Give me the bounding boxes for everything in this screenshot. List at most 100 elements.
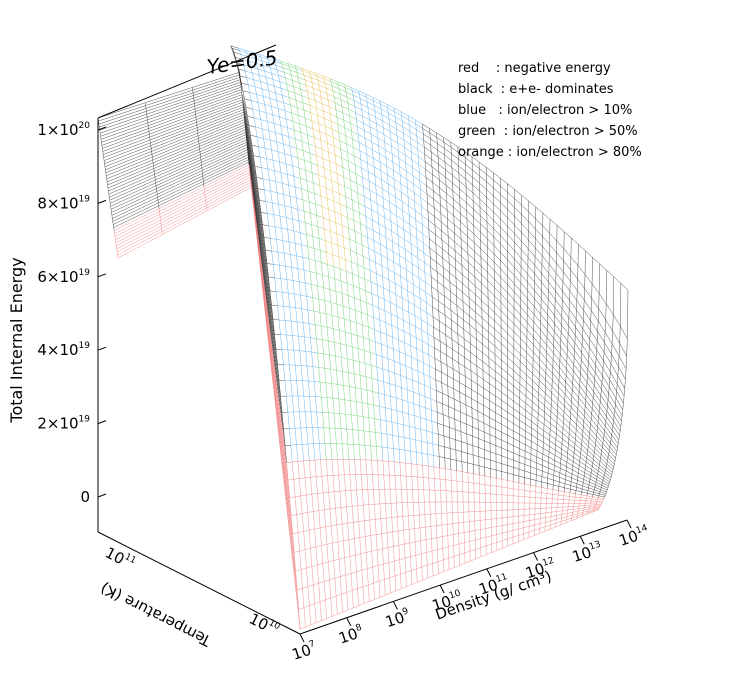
mesh-line [311, 564, 318, 567]
mesh-line [433, 326, 440, 332]
mesh-line [110, 182, 156, 204]
mesh-line [316, 338, 323, 341]
mesh-line [407, 187, 415, 193]
mesh-line [265, 201, 268, 214]
mesh-line [387, 258, 394, 263]
mesh-line [419, 526, 426, 529]
mesh-line [445, 335, 453, 340]
mesh-line [442, 546, 449, 549]
mesh-line [458, 343, 465, 349]
mesh-line [594, 448, 602, 455]
mesh-line [388, 279, 396, 284]
mesh-line [550, 417, 558, 424]
mesh-line [410, 345, 417, 349]
mesh-line [256, 63, 258, 70]
mesh-line [520, 345, 527, 353]
mesh-line [377, 203, 384, 208]
mesh-line [358, 202, 366, 207]
mesh-line [335, 507, 342, 509]
mesh-line [319, 90, 322, 98]
mesh-line [358, 521, 361, 538]
mesh-line [420, 308, 422, 320]
mesh-line [240, 54, 248, 57]
mesh-line [263, 138, 266, 149]
mesh-line [480, 528, 486, 530]
mesh-line [357, 126, 359, 135]
mesh-line [414, 305, 416, 316]
mesh-line [268, 62, 277, 66]
mesh-line [519, 368, 527, 375]
mesh-line [268, 62, 271, 68]
mesh-line [358, 444, 361, 460]
mesh-line [294, 293, 296, 308]
mesh-line [351, 333, 358, 336]
mesh-line [452, 175, 460, 182]
mesh-line [426, 193, 434, 200]
mesh-line [378, 307, 386, 312]
mesh-line [420, 539, 427, 542]
mesh-line [288, 184, 291, 197]
mesh-line [303, 269, 306, 284]
mesh-line [496, 477, 502, 480]
mesh-line [383, 287, 390, 292]
mesh-line [296, 255, 303, 258]
mesh-line [588, 509, 594, 512]
mesh-line [333, 558, 340, 561]
mesh-line [367, 237, 369, 249]
mesh-line [320, 325, 323, 340]
mesh-line [327, 198, 329, 210]
mesh-line [279, 161, 287, 165]
mesh-line [591, 283, 600, 294]
mesh-line [352, 209, 360, 214]
mesh-line [495, 461, 502, 464]
mesh-line [388, 370, 395, 374]
mesh-line [587, 490, 594, 493]
mesh-line [394, 111, 402, 116]
mesh-line [538, 400, 545, 407]
mesh-line [473, 217, 481, 224]
mesh-line [373, 489, 375, 505]
mesh-line [385, 237, 387, 248]
mesh-line [507, 523, 514, 525]
mesh-line [584, 472, 591, 477]
mesh-line [534, 282, 542, 291]
mesh-line [469, 333, 477, 340]
mesh-line [289, 195, 297, 199]
mesh-line [242, 59, 245, 65]
mesh-line [418, 267, 420, 279]
mesh-line [398, 436, 405, 438]
mesh-line [150, 122, 197, 141]
mesh-line [554, 460, 561, 464]
mesh-line [500, 227, 508, 235]
mesh-line [433, 455, 440, 457]
mesh-line [286, 279, 289, 294]
mesh-line [320, 195, 328, 199]
mesh-line [446, 355, 453, 360]
mesh-line [392, 241, 394, 252]
mesh-line [430, 514, 432, 527]
mesh-line [560, 339, 568, 349]
mesh-line [338, 84, 346, 88]
mesh-line [430, 151, 439, 158]
mesh-line [456, 460, 462, 462]
mesh-line [546, 344, 554, 354]
mesh-line [405, 462, 412, 465]
mesh-line [406, 170, 414, 176]
mesh-line [436, 262, 444, 268]
mesh-line [424, 514, 426, 528]
mesh-line [369, 190, 377, 195]
mesh-line [286, 83, 289, 91]
mesh-line [354, 538, 356, 556]
mesh-line [542, 470, 549, 474]
mesh-line [299, 477, 305, 479]
mesh-line [325, 597, 331, 601]
mesh-line [441, 230, 449, 237]
mesh-line [534, 528, 540, 531]
mesh-line [309, 73, 312, 78]
mesh-line [380, 170, 382, 180]
mesh-line [320, 140, 328, 144]
mesh-line [340, 149, 342, 159]
mesh-line [289, 364, 292, 381]
mesh-line [417, 149, 425, 155]
mesh-line [294, 92, 297, 101]
